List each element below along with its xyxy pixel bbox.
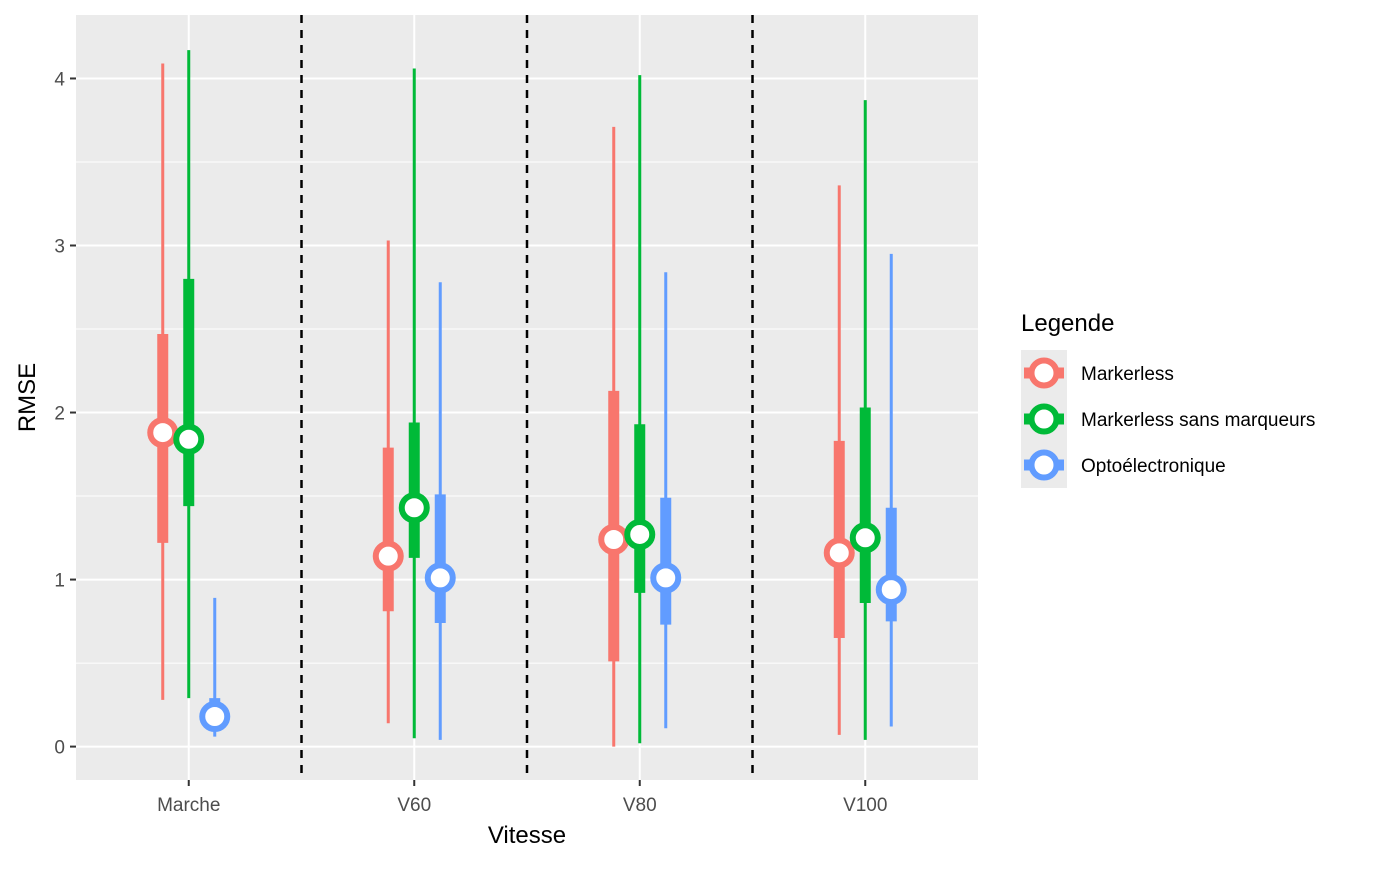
- median-point: [372, 540, 404, 572]
- y-axis: 0 1 2 3 4: [54, 69, 76, 759]
- legend-key-point: [1028, 449, 1060, 481]
- legend-item-1: Markerless sans marqueurs: [1021, 396, 1315, 442]
- y-tick-label: 0: [54, 738, 65, 759]
- median-point: [823, 537, 855, 569]
- pointrange-1-2: [624, 75, 656, 744]
- x-axis-title: Vitesse: [488, 822, 566, 849]
- median-point: [424, 562, 456, 594]
- median-point: [147, 417, 179, 449]
- median-point: [398, 492, 430, 524]
- legend-label: Markerless: [1081, 364, 1174, 385]
- legend-key-point: [1028, 357, 1060, 389]
- category-separators: [300, 15, 754, 780]
- median-point: [173, 423, 205, 455]
- y-tick-label: 3: [54, 237, 65, 258]
- median-point: [849, 522, 881, 554]
- legend: Legende Markerless Markerless sans marque…: [1021, 310, 1315, 488]
- legend-title: Legende: [1021, 310, 1114, 337]
- x-tick-label: V100: [843, 795, 887, 816]
- y-tick-label: 1: [54, 571, 65, 592]
- pointrange-0-3: [823, 185, 855, 735]
- y-tick-label: 2: [54, 404, 65, 425]
- x-axis: Marche V60 V80 V100: [157, 780, 887, 816]
- median-point: [199, 701, 231, 733]
- pointrange-1-3: [849, 100, 881, 740]
- pointrange-0-1: [372, 240, 404, 724]
- pointrange-2-3: [875, 253, 907, 727]
- x-tick-label: Marche: [157, 795, 220, 816]
- median-point: [650, 562, 682, 594]
- legend-label: Optoélectronique: [1081, 456, 1226, 477]
- median-point: [624, 518, 656, 550]
- y-tick-label: 4: [54, 69, 65, 90]
- pointrange-2-0: [199, 597, 231, 737]
- pointrange-0-2: [598, 126, 630, 747]
- pointrange-1-0: [173, 50, 205, 699]
- legend-item-0: Markerless: [1021, 350, 1174, 396]
- data-marks: [147, 50, 907, 747]
- median-point: [598, 523, 630, 555]
- pointrange-2-2: [650, 272, 682, 729]
- pointrange-2-1: [424, 282, 456, 740]
- legend-label: Markerless sans marqueurs: [1081, 410, 1315, 431]
- legend-key-point: [1028, 403, 1060, 435]
- x-tick-label: V60: [397, 795, 431, 816]
- x-tick-label: V80: [623, 795, 657, 816]
- y-axis-title: RMSE: [14, 363, 41, 432]
- pointrange-1-1: [398, 68, 430, 739]
- median-point: [875, 574, 907, 606]
- legend-item-2: Optoélectronique: [1021, 442, 1226, 488]
